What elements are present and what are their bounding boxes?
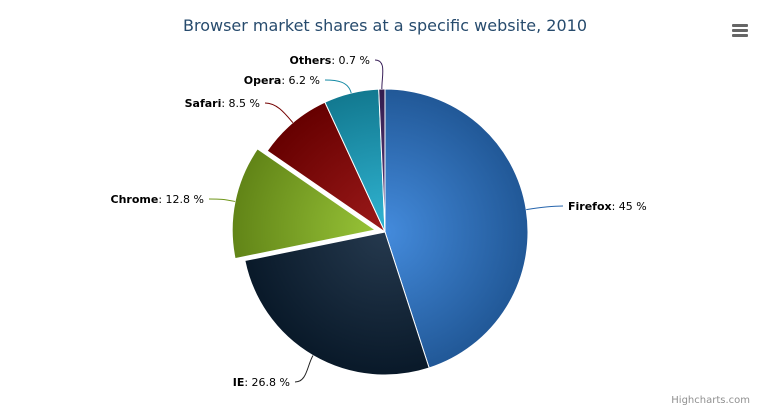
connector-ie [294, 355, 314, 383]
credits-link[interactable]: Highcharts.com [671, 395, 750, 406]
pie-slice-firefox[interactable] [384, 88, 529, 369]
connector-safari [264, 102, 294, 124]
connector-others [374, 59, 384, 90]
chart-title: Browser market shares at a specific webs… [183, 16, 587, 35]
connector-chrome [208, 198, 236, 202]
data-label-safari: Safari: 8.5 % [185, 97, 260, 110]
hamburger-menu-icon[interactable] [732, 24, 748, 37]
pie-slice-others[interactable] [378, 88, 386, 233]
connector-opera [324, 79, 352, 94]
data-label-others: Others: 0.7 % [289, 54, 370, 67]
data-label-firefox: Firefox: 45 % [568, 200, 647, 213]
data-label-chrome: Chrome: 12.8 % [111, 193, 204, 206]
data-label-ie: IE: 26.8 % [233, 376, 290, 389]
pie-slice-ie[interactable] [244, 231, 430, 376]
connector-firefox [526, 205, 564, 211]
data-label-opera: Opera: 6.2 % [244, 74, 320, 87]
